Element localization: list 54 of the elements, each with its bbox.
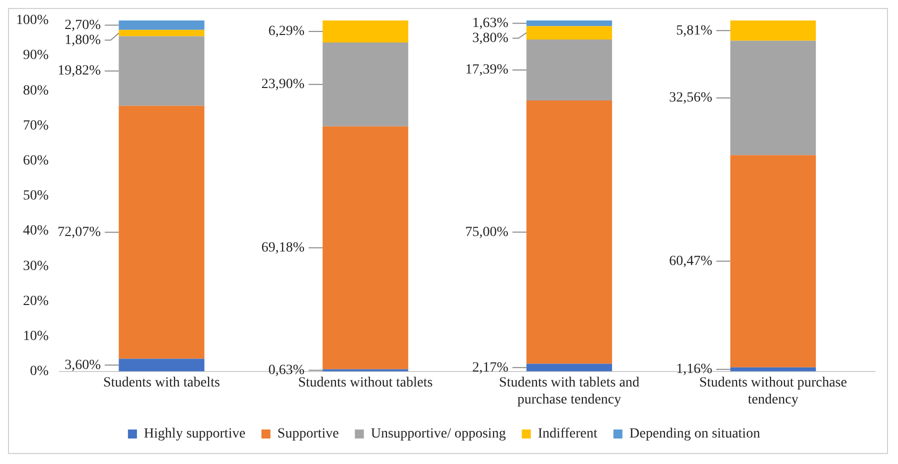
bar	[526, 20, 612, 26]
data-label: 3,60%	[64, 358, 102, 373]
x-tick-label: Students with tablets and purchase tendency	[499, 375, 640, 408]
data-label: 23,90%	[261, 77, 305, 92]
data-label: 1,80%	[64, 32, 102, 48]
bar	[526, 39, 612, 101]
y-tick-label: 70%	[22, 118, 49, 134]
bar	[730, 40, 816, 156]
data-label: 72,07%	[58, 224, 102, 240]
legend-label: Unsupportive/ opposing	[370, 426, 506, 442]
y-tick-label: 40%	[22, 224, 49, 239]
bar	[730, 155, 816, 368]
data-label: 5,81%	[676, 23, 713, 38]
data-label: 69,18%	[261, 240, 305, 256]
bar	[322, 20, 408, 42]
bar	[322, 126, 408, 370]
bar	[118, 36, 204, 106]
y-tick-label: 100%	[16, 13, 49, 28]
bar	[118, 30, 204, 36]
data-label: 2,70%	[64, 18, 102, 33]
bar	[526, 364, 612, 372]
data-label: 1,16%	[676, 362, 713, 378]
data-label: 0,63%	[268, 362, 305, 378]
y-tick-label: 10%	[22, 328, 49, 344]
data-label: 17,39%	[465, 62, 509, 78]
x-tick-label: Students with tabelts	[103, 375, 220, 390]
bar	[322, 42, 408, 126]
y-tick-label: 30%	[22, 258, 49, 274]
y-tick-label: 80%	[22, 83, 49, 98]
data-label: 3,80%	[472, 30, 509, 46]
y-tick-label: 50%	[22, 188, 49, 204]
y-tick-label: 90%	[22, 48, 49, 64]
legend-label: Highly supportive	[144, 426, 246, 442]
data-label: 19,82%	[58, 64, 102, 79]
bar	[118, 358, 204, 372]
x-tick-label: Students without tablets	[298, 375, 433, 390]
data-label: 6,29%	[268, 24, 305, 40]
data-label: 32,56%	[669, 90, 713, 106]
data-label: 1,63%	[472, 16, 509, 31]
y-tick-label: 60%	[22, 153, 49, 168]
bar	[730, 20, 816, 41]
bar	[526, 26, 612, 40]
data-label: 2,17%	[472, 360, 509, 376]
legend-label: Supportive	[277, 426, 339, 442]
legend-label: Depending on situation	[629, 426, 760, 442]
y-tick-label: 20%	[22, 294, 49, 309]
y-tick-label: 0%	[30, 364, 49, 380]
data-label: 60,47%	[669, 254, 713, 269]
bar	[526, 100, 612, 364]
x-tick-label: Students without purchase tendency	[699, 375, 847, 408]
legend-label: Indifferent	[538, 426, 598, 442]
bar	[118, 106, 204, 359]
data-label: 75,00%	[465, 224, 509, 240]
bar	[118, 20, 204, 30]
